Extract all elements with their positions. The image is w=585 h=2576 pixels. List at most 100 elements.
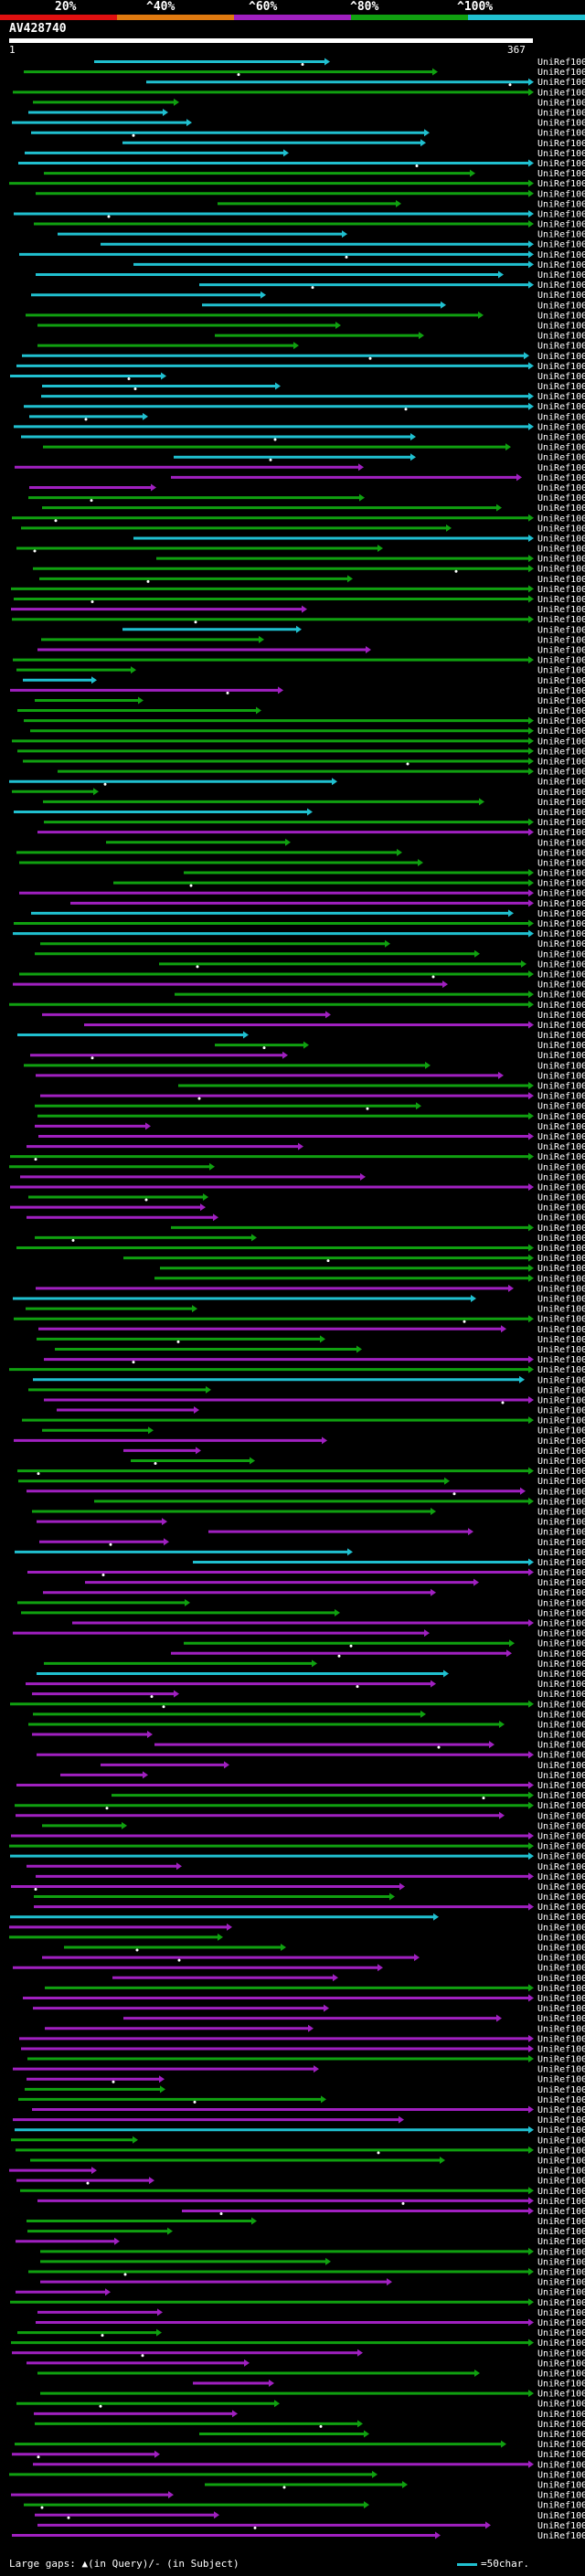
hit-label[interactable]: UniRef100_Q8S8Z0: [537, 565, 585, 575]
hit-label[interactable]: UniRef100_Q0DBU3: [537, 1608, 585, 1618]
hit-label[interactable]: UniRef100_UP1000...: [537, 1872, 585, 1882]
hit-label[interactable]: UniRef100_Q5Z6F5: [537, 656, 585, 666]
hit-label[interactable]: UniRef100_Q9FRI3: [537, 1761, 585, 1771]
hit-label[interactable]: UniRef100_A9SJ08: [537, 1335, 585, 1345]
hit-label[interactable]: UniRef100_UP1000...: [537, 2247, 585, 2257]
hit-label[interactable]: UniRef100_B4LBX9: [537, 1964, 585, 1974]
hit-label[interactable]: UniRef100_C5Z5J5: [537, 1954, 585, 1964]
hit-label[interactable]: UniRef100_Q8RKG6: [537, 1659, 585, 1670]
hit-label[interactable]: UniRef100_A8X5U9: [537, 2034, 585, 2044]
hit-label[interactable]: UniRef100_Q9XQM6: [537, 1234, 585, 1244]
hit-label[interactable]: UniRef100_C5WTK7: [537, 2085, 585, 2095]
hit-label[interactable]: UniRef100_C1EHG5: [537, 1182, 585, 1193]
hit-label[interactable]: UniRef100_B9GZN7: [537, 929, 585, 939]
hit-label[interactable]: UniRef100_Q54PX6: [537, 1781, 585, 1791]
hit-label[interactable]: UniRef100_B4JEE9: [537, 1913, 585, 1923]
hit-label[interactable]: UniRef100_B9GYR6: [537, 1193, 585, 1203]
hit-label[interactable]: UniRef100_B9SSP4: [537, 2501, 585, 2511]
hit-label[interactable]: UniRef100_UP1000...: [537, 2359, 585, 2369]
hit-label[interactable]: UniRef100_Q4R9W8: [537, 2146, 585, 2156]
hit-label[interactable]: UniRef100_B7Z727: [537, 959, 585, 970]
hit-label[interactable]: UniRef100_B9HHP7: [537, 352, 585, 362]
hit-label[interactable]: UniRef100_Q9SLA1: [537, 1467, 585, 1477]
hit-label[interactable]: UniRef100_Q4CTM3: [537, 2207, 585, 2217]
hit-label[interactable]: UniRef100_B5NFH4: [537, 1274, 585, 1284]
hit-label[interactable]: UniRef100_B9F2R0: [537, 737, 585, 747]
hit-label[interactable]: UniRef100_Q2QXE4: [537, 706, 585, 716]
hit-label[interactable]: UniRef100_C5YWL8: [537, 1254, 585, 1264]
hit-label[interactable]: UniRef100_B4PC73: [537, 2470, 585, 2480]
hit-label[interactable]: UniRef100_B8HNS3: [537, 747, 585, 757]
hit-label[interactable]: UniRef100_A7S778: [537, 818, 585, 828]
hit-label[interactable]: UniRef100_B9RNR4: [537, 828, 585, 838]
hit-label[interactable]: UniRef100_B9HFS8: [537, 1436, 585, 1447]
hit-label[interactable]: UniRef100_Q8HQD4: [537, 372, 585, 382]
hit-label[interactable]: UniRef100_B9GNX9: [537, 392, 585, 402]
hit-label[interactable]: UniRef100_Q3RC37: [537, 169, 585, 179]
hit-label[interactable]: UniRef100_A8JBW4: [537, 1172, 585, 1182]
hit-label[interactable]: UniRef100_UP1000...: [537, 970, 585, 980]
hit-label[interactable]: UniRef100_B4HEB8: [537, 2055, 585, 2065]
hit-label[interactable]: UniRef100_A5BEH0: [537, 2288, 585, 2298]
hit-label[interactable]: UniRef100_B9RSM1: [537, 149, 585, 159]
hit-label[interactable]: UniRef100_Q9RYV3: [537, 838, 585, 848]
hit-label[interactable]: UniRef100_Q3EAZ3: [537, 585, 585, 595]
hit-label[interactable]: UniRef100_B9GPR0: [537, 1132, 585, 1142]
hit-label[interactable]: UniRef100_Q9FW62: [537, 1791, 585, 1801]
hit-label[interactable]: UniRef100_B8QLU9: [537, 2511, 585, 2521]
hit-label[interactable]: UniRef100_UP1000...: [537, 1152, 585, 1162]
hit-label[interactable]: UniRef100_B4FB05: [537, 645, 585, 655]
hit-label[interactable]: UniRef100_Q70KI8: [537, 2491, 585, 2501]
hit-label[interactable]: UniRef100_A7Y5S7: [537, 2380, 585, 2390]
hit-label[interactable]: UniRef100_B9S5C5: [537, 88, 585, 98]
hit-label[interactable]: UniRef100_Q6HMR2: [537, 1741, 585, 1751]
hit-label[interactable]: UniRef100_Q9FXE4: [537, 362, 585, 372]
hit-label[interactable]: UniRef100_A7XDU8: [537, 1831, 585, 1841]
hit-label[interactable]: UniRef100_B9N2Z5: [537, 463, 585, 473]
hit-label[interactable]: UniRef100_C5M4E7: [537, 1497, 585, 1507]
hit-label[interactable]: UniRef100_B9GGP6: [537, 68, 585, 78]
hit-label[interactable]: UniRef100_Q5V6C7: [537, 1244, 585, 1254]
hit-label[interactable]: UniRef100_B0XZ50: [537, 1933, 585, 1943]
hit-label[interactable]: UniRef100_B9HB91: [537, 666, 585, 676]
hit-label[interactable]: UniRef100_B9NUJ5: [537, 483, 585, 493]
hit-label[interactable]: UniRef100_Q53Q11: [537, 473, 585, 483]
hit-label[interactable]: UniRef100_B9R6R6: [537, 1406, 585, 1416]
hit-label[interactable]: UniRef100_Q84QD6: [537, 98, 585, 108]
hit-label[interactable]: UniRef100_C4IM08: [537, 615, 585, 625]
hit-label[interactable]: UniRef100_Q65JC4: [537, 879, 585, 889]
hit-label[interactable]: UniRef100_B9SD39: [537, 2065, 585, 2075]
hit-label[interactable]: UniRef100_B9I2D1: [537, 453, 585, 463]
hit-label[interactable]: UniRef100_A9TVZ2: [537, 1345, 585, 1355]
hit-label[interactable]: UniRef100_B9R975: [537, 2521, 585, 2531]
hit-label[interactable]: UniRef100_Q7Z8F2: [537, 1690, 585, 1700]
hit-label[interactable]: UniRef100_A9NWY3: [537, 1578, 585, 1588]
hit-label[interactable]: UniRef100_B6TJ97: [537, 798, 585, 808]
hit-label[interactable]: UniRef100_Q9SYW5: [537, 2430, 585, 2440]
hit-label[interactable]: UniRef100_C0PMY0: [537, 1224, 585, 1234]
hit-label[interactable]: UniRef100_Q3Y520: [537, 129, 585, 139]
hit-label[interactable]: UniRef100_B5AWK4: [537, 2390, 585, 2400]
hit-label[interactable]: UniRef100_UP1000...: [537, 2348, 585, 2359]
hit-label[interactable]: UniRef100_Q9LNF4: [537, 1944, 585, 1954]
hit-label[interactable]: UniRef100_C5YB46: [537, 514, 585, 524]
hit-label[interactable]: UniRef100_B9SVC8: [537, 625, 585, 635]
hit-label[interactable]: UniRef100_Q672D8: [537, 1416, 585, 1426]
hit-label[interactable]: UniRef100_Q3H5S6: [537, 109, 585, 119]
hit-label[interactable]: UniRef100_Q1Q0Q1: [537, 443, 585, 453]
hit-label[interactable]: UniRef100_UP1000...: [537, 2338, 585, 2348]
hit-label[interactable]: UniRef100_A8Q2H8: [537, 2187, 585, 2197]
hit-label[interactable]: UniRef100_B9GCB0: [537, 402, 585, 412]
hit-label[interactable]: UniRef100_Q9XCN0: [537, 2044, 585, 2054]
hit-label[interactable]: UniRef100_C5YTJ5: [537, 635, 585, 645]
hit-label[interactable]: UniRef100_B4FG43: [537, 1385, 585, 1395]
hit-label[interactable]: UniRef100_C0PF58: [537, 1214, 585, 1224]
hit-label[interactable]: UniRef100_Q9SM39: [537, 250, 585, 260]
hit-label[interactable]: UniRef100_Q9S2N5: [537, 555, 585, 565]
hit-label[interactable]: UniRef100_Q8VZN9: [537, 605, 585, 615]
hit-label[interactable]: UniRef100_B9RUJ8: [537, 1670, 585, 1680]
hit-label[interactable]: UniRef100_C5XUP3: [537, 768, 585, 778]
hit-label[interactable]: UniRef100_Q4PSE3: [537, 1112, 585, 1122]
hit-label[interactable]: UniRef100_Q9SDQ2: [537, 2420, 585, 2430]
hit-label[interactable]: UniRef100_Q5SMK6: [537, 676, 585, 686]
